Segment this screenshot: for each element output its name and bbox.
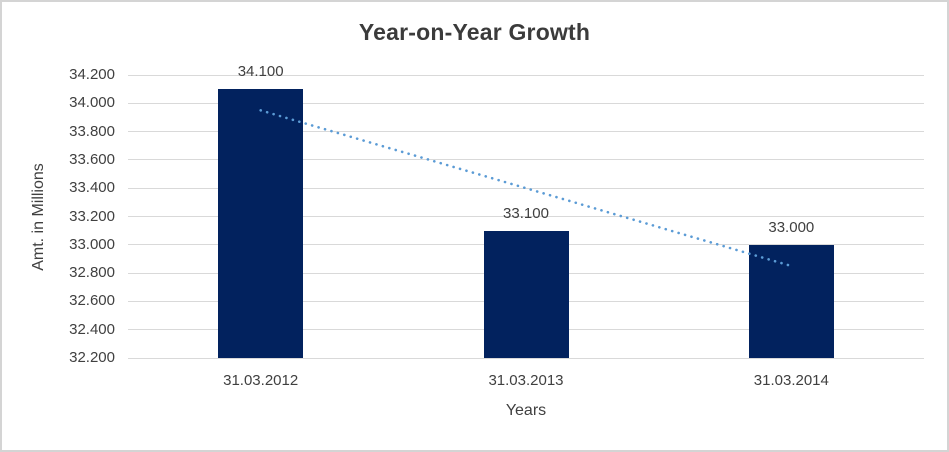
bar-value-label: 33.000 <box>768 218 815 236</box>
x-axis-tick-label: 31.03.2014 <box>753 372 829 389</box>
y-axis-tick-label: 33.800 <box>69 122 115 140</box>
gridline <box>128 74 924 76</box>
bar-31.03.2014 <box>748 244 834 358</box>
y-axis-tick-label: 33.000 <box>69 235 115 253</box>
y-axis-tick-label: 33.400 <box>69 179 115 197</box>
bar-31.03.2013 <box>483 230 569 358</box>
gridline <box>128 357 924 359</box>
x-axis-tick-label: 31.03.2012 <box>223 372 299 389</box>
gridline <box>128 131 924 133</box>
x-axis-title: Years <box>505 402 547 419</box>
y-axis-tick-label: 32.400 <box>69 320 115 338</box>
bar-value-label: 34.100 <box>237 63 284 81</box>
y-axis-tick-label: 33.600 <box>69 150 115 168</box>
y-axis-tick-label: 33.200 <box>69 207 115 225</box>
gridline <box>128 102 924 104</box>
y-axis-tick-label: 34.000 <box>69 94 115 112</box>
gridline <box>128 216 924 217</box>
linear-trendline <box>259 109 793 268</box>
y-axis-tick-label: 32.200 <box>69 349 115 366</box>
y-axis-tick-label: 32.800 <box>69 264 115 282</box>
chart-title: Year-on-Year Growth <box>358 19 591 45</box>
y-axis-tick-label: 32.600 <box>69 292 115 310</box>
y-axis-tick-label: 34.200 <box>69 66 115 83</box>
bar-value-label: 33.100 <box>503 204 549 222</box>
bar-31.03.2012 <box>218 89 304 358</box>
x-axis-tick-label: 31.03.2013 <box>488 372 564 389</box>
gridline <box>128 187 924 189</box>
gridline <box>128 159 924 161</box>
